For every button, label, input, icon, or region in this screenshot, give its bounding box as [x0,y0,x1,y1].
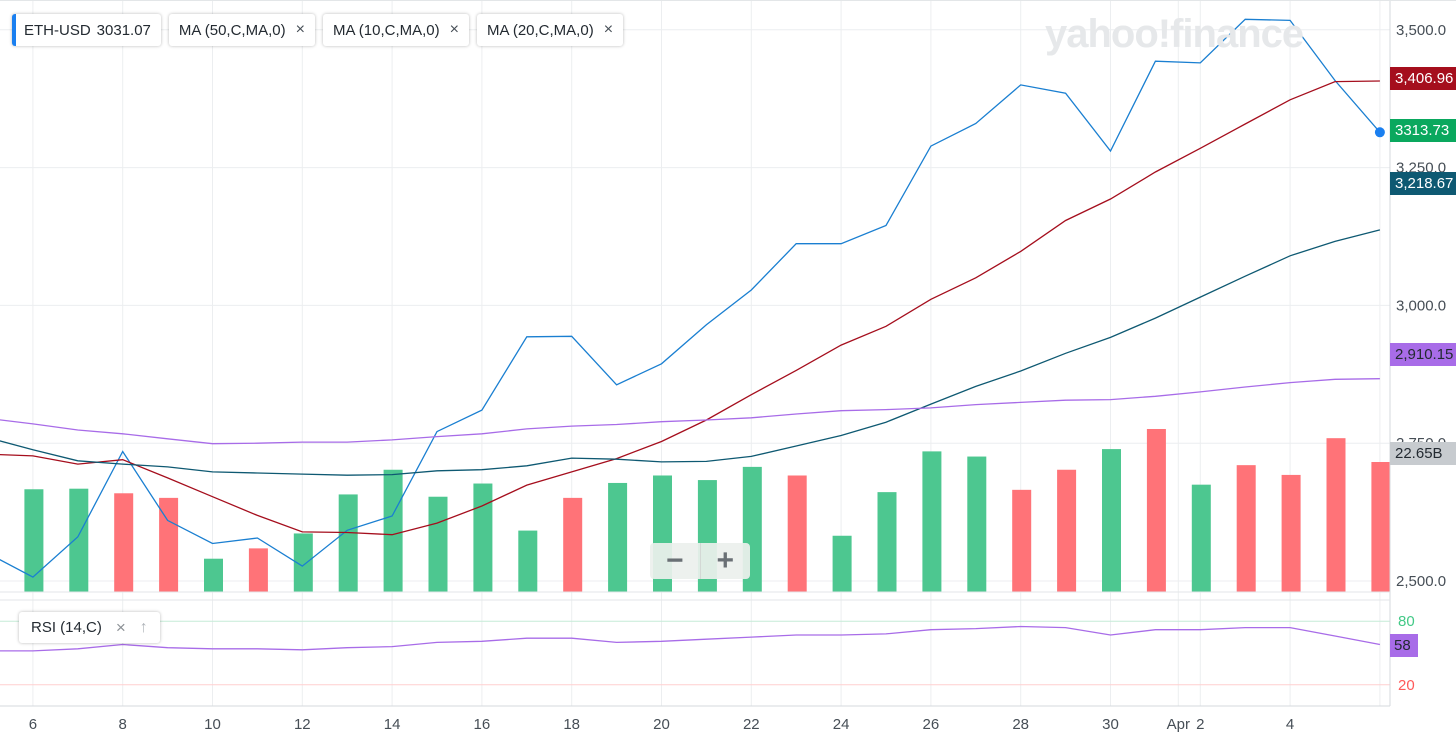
x-tick-label: 10 [204,716,221,732]
volume-bar [967,456,987,592]
volume-bar [69,488,89,592]
volume-bar [248,548,268,592]
x-tick-label: 22 [743,716,760,732]
y-tick-label: 3,000.0 [1396,297,1446,314]
x-tick-label: 26 [923,716,940,732]
close-icon[interactable]: × [603,21,614,38]
volume-bar [787,475,807,592]
volume-bar [383,469,403,592]
volume-bar [1012,489,1032,592]
volume-bar [877,492,897,592]
volume-bar [338,494,358,592]
yahoo-finance-watermark: yahoo!finance [1045,12,1304,56]
close-icon[interactable]: × [449,21,459,38]
volume-bar [24,489,44,592]
volume-bar [1326,438,1346,592]
series-lines [0,18,1385,578]
volume-bar [159,497,179,592]
ma50-value-tag: 2,910.15 [1390,343,1456,366]
rsi-panel: 80 20 [0,613,1415,694]
volume-bar [563,497,583,592]
close-icon[interactable]: × [115,617,126,637]
volume-bar [428,496,448,592]
legend-item-ma20[interactable]: MA (20,C,MA,0) × [477,14,624,46]
x-tick-label: Apr [1167,716,1190,732]
rsi-legend[interactable]: RSI (14,C) × ↑ [19,612,160,643]
volume-bar [608,482,628,592]
close-icon[interactable]: × [295,21,305,38]
zoom-out-button[interactable]: − [650,543,701,579]
rsi-legend-label: RSI (14,C) [31,619,102,636]
y-tick-label: 2,500.0 [1396,573,1446,590]
legend-ticker: ETH-USD [24,21,91,39]
legend-ticker-value: 3031.07 [96,21,151,39]
rsi-upper-level-label: 80 [1398,613,1415,630]
volume-bar [1236,465,1256,592]
rsi-line [0,625,1381,652]
x-tick-label: 16 [474,716,491,732]
x-tick-label: 14 [384,716,401,732]
x-tick-label: 20 [653,716,670,732]
rsi-value-tag: 58 [1390,634,1418,657]
volume-bar [1146,428,1166,592]
x-tick-label: 4 [1286,716,1294,732]
series-line-ma [0,80,1380,536]
legend-ma10-label: MA (10,C,MA,0) [332,21,440,39]
volume-bar [518,530,538,592]
y-tick-label: 3,500.0 [1396,22,1446,39]
legend-ma20-label: MA (20,C,MA,0) [487,21,594,39]
volume-bar [1102,449,1121,592]
volume-bar [922,451,942,592]
zoom-in-button[interactable]: + [716,544,735,577]
volume-bar [114,493,134,592]
x-tick-label: 18 [563,716,580,732]
rsi-lower-level-label: 20 [1398,677,1415,694]
series-line-ma [0,229,1381,476]
volume-value-tag: 22.65B [1390,442,1456,465]
price-value-tag: 3313.73 [1390,119,1456,142]
zoom-controls: − + [650,543,750,579]
volume-bar [832,535,852,592]
volume-bar [204,558,223,592]
x-tick-label: 6 [29,716,37,732]
volume-bar [473,483,493,592]
volume-bars [24,428,1391,592]
volume-bar [293,533,313,592]
volume-bar [1191,484,1211,592]
x-tick-label: 28 [1012,716,1029,732]
x-tick-label: 8 [119,716,127,732]
x-tick-label: 24 [833,716,850,732]
series-line-price [0,18,1381,578]
ma20-value-tag: 3,218.67 [1390,172,1456,195]
x-tick-label: 30 [1102,716,1119,732]
volume-bar [1281,474,1301,592]
volume-bar [1057,469,1077,592]
legend-item-ma10[interactable]: MA (10,C,MA,0) × [322,14,469,46]
ma10-value-tag: 3,406.96 [1390,67,1456,90]
x-tick-label: 12 [294,716,311,732]
legend: ETH-USD 3031.07 MA (50,C,MA,0) × MA (10,… [12,14,624,46]
move-up-icon[interactable]: ↑ [139,618,148,636]
legend-ma50-label: MA (50,C,MA,0) [178,21,286,39]
legend-item-eth-usd[interactable]: ETH-USD 3031.07 [12,14,161,46]
last-price-dot [1374,127,1385,138]
legend-item-ma50[interactable]: MA (50,C,MA,0) × [168,14,315,46]
volume-bar [1371,462,1391,592]
x-tick-label: 2 [1196,716,1204,732]
series-line-ma [0,378,1380,445]
